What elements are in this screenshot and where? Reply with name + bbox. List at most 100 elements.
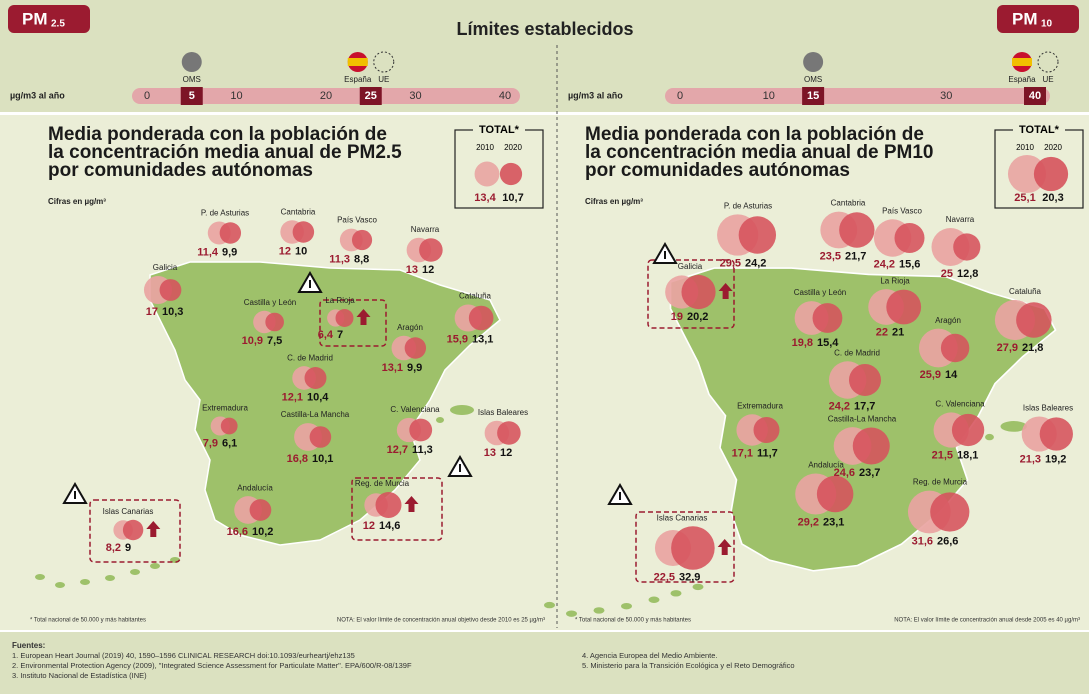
- warning-mark: [74, 491, 76, 499]
- map-baleares: [450, 405, 474, 415]
- warning-mark: [664, 251, 666, 259]
- region-name: Castilla-La Mancha: [281, 410, 350, 419]
- map-canarias: [150, 563, 160, 569]
- value-2020: 7,5: [267, 335, 282, 347]
- value-2010: 24,2: [874, 259, 895, 271]
- circle-2020: [249, 499, 272, 521]
- circle-2020: [419, 238, 443, 262]
- value-2010: 31,6: [912, 535, 933, 547]
- circle-2020: [409, 418, 433, 442]
- circle-2020: [852, 427, 890, 465]
- note: NOTA: El valor límite de concentración a…: [337, 618, 545, 624]
- value-2010: 8,2: [106, 542, 121, 554]
- total-year: 2010: [476, 143, 494, 152]
- region-name: C. de Madrid: [287, 353, 333, 362]
- value-2020: 21,8: [1022, 342, 1043, 354]
- scale-tick-label: 20: [320, 90, 332, 102]
- sources-heading: Fuentes:: [12, 641, 45, 650]
- value-2010: 12: [279, 246, 291, 258]
- total-circle: [474, 161, 500, 187]
- region-name: Extremadura: [202, 404, 248, 413]
- value-2020: 21,7: [845, 250, 866, 262]
- circle-2020: [940, 333, 970, 363]
- value-2020: 15,6: [899, 259, 920, 271]
- map-canarias: [648, 596, 660, 603]
- value-2020: 6,1: [222, 437, 237, 449]
- map-canarias: [130, 569, 140, 575]
- value-2010: 6,4: [318, 329, 334, 341]
- value-2010: 13,1: [382, 362, 403, 374]
- value-2010: 21,5: [932, 450, 953, 462]
- region-name: Andalucía: [237, 483, 273, 492]
- map-canarias: [593, 607, 605, 614]
- value-2020: 20,2: [687, 311, 708, 323]
- limit-label: OMS: [804, 75, 822, 84]
- region-name: Andalucía: [808, 461, 844, 470]
- circle-2020: [220, 417, 238, 435]
- value-2020: 14,6: [379, 520, 400, 532]
- panel-title: por comunidades autónomas: [48, 160, 313, 181]
- badge: [997, 5, 1079, 33]
- limit-label: UE: [1042, 75, 1053, 84]
- limit-box: [802, 87, 825, 105]
- region-name: Castilla-La Mancha: [828, 414, 897, 423]
- badge-sub: 2.5: [51, 19, 65, 30]
- region-name: C. de Madrid: [834, 348, 880, 357]
- region-name: P. de Asturias: [201, 209, 249, 218]
- value-2010: 25: [941, 268, 953, 280]
- scale-bar: [132, 88, 520, 104]
- region-name: Aragón: [935, 316, 961, 325]
- total-year: 2020: [504, 143, 522, 152]
- map-canarias: [621, 602, 632, 610]
- value-2010: 24,2: [829, 401, 850, 413]
- value-2020: 10,4: [307, 392, 329, 404]
- map-canarias: [566, 610, 577, 617]
- circle-2020: [265, 312, 284, 332]
- badge-text: PM: [1012, 9, 1038, 28]
- circle-2020: [159, 279, 182, 301]
- circle-2020: [292, 221, 315, 243]
- region-name: País Vasco: [882, 206, 922, 215]
- region-name: Navarra: [411, 225, 440, 234]
- value-2010: 19: [671, 311, 683, 323]
- limit-box: [180, 87, 203, 105]
- scale-tick-label: 30: [940, 90, 952, 102]
- total-label: TOTAL*: [1019, 124, 1060, 136]
- total-year: 2020: [1044, 143, 1062, 152]
- value-2020: 13,1: [472, 333, 493, 345]
- header-title: Límites establecidos: [456, 19, 633, 39]
- value-2020: 11,3: [412, 444, 433, 456]
- circle-2020: [671, 526, 715, 570]
- highlight-box: [351, 477, 443, 541]
- value-2010: 15,9: [447, 333, 468, 345]
- limit-label: España: [344, 75, 372, 84]
- panel-title: Media ponderada con la población de: [48, 124, 387, 145]
- scale-tick-label: 40: [499, 90, 511, 102]
- region-name: Cataluña: [459, 292, 492, 301]
- scale-unit: µg/m3 al año: [568, 90, 623, 100]
- region-name: C. Valenciana: [935, 399, 985, 408]
- region-name: Castilla y León: [794, 288, 846, 297]
- circle-2020: [951, 413, 985, 447]
- circle-2020: [849, 364, 881, 396]
- circle-2020: [753, 417, 780, 443]
- circle-2020: [309, 426, 332, 448]
- icon-eu: [373, 51, 395, 73]
- value-2020: 19,2: [1045, 453, 1066, 465]
- up-arrow: [356, 309, 371, 325]
- map-canarias: [80, 579, 90, 585]
- limit-box: [1024, 87, 1046, 105]
- value-2010: 10,9: [242, 335, 263, 347]
- circle-2020: [335, 309, 354, 327]
- source-item: 5. Ministerio para la Transición Ecológi…: [582, 661, 795, 670]
- panel-subtitle: Cifras en µg/m³: [48, 197, 106, 206]
- value-2010: 17,1: [732, 448, 753, 460]
- limit-value: 25: [365, 90, 377, 102]
- total-label-bg: [1013, 124, 1065, 136]
- circle-2020: [738, 216, 777, 254]
- region-name: Islas Canarias: [657, 513, 708, 522]
- circle-2020: [812, 303, 843, 333]
- map-canarias: [692, 583, 704, 591]
- circle-2020: [497, 421, 521, 445]
- limit-label: OMS: [183, 75, 201, 84]
